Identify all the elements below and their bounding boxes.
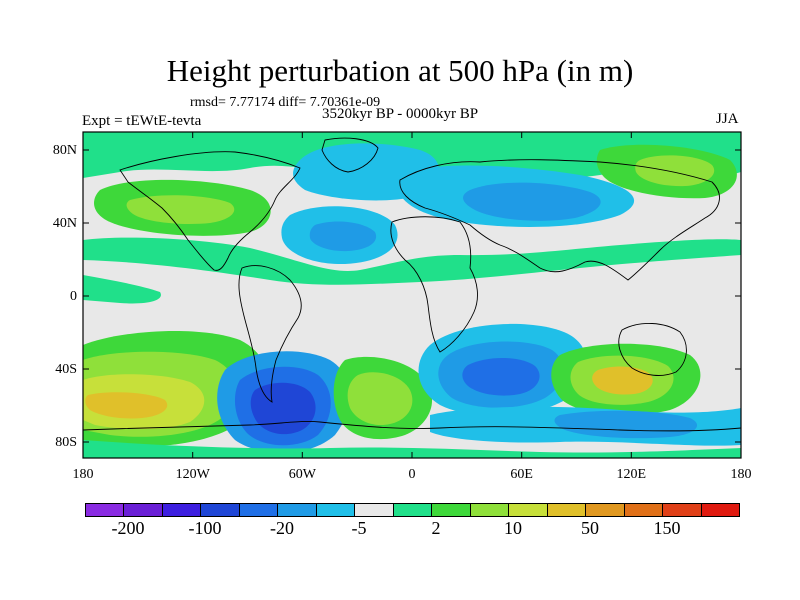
lat-label-80n: 80N bbox=[52, 143, 77, 158]
lon-label-180w: 180 bbox=[72, 467, 94, 482]
colorbar-box bbox=[86, 504, 125, 516]
colorbar-label: 150 bbox=[653, 518, 681, 538]
colorbar-label: 2 bbox=[431, 518, 441, 538]
experiment-label: Expt = tEWtE-tevta bbox=[82, 113, 202, 129]
height-field bbox=[83, 132, 741, 458]
north-pacific-positive-core bbox=[635, 155, 715, 187]
colorbar-box bbox=[624, 504, 664, 516]
indian-ocean-negative-core bbox=[462, 357, 540, 396]
colorbar-label: -20 bbox=[270, 518, 294, 538]
coastlines bbox=[83, 137, 741, 432]
colorbar-box bbox=[278, 504, 317, 516]
north-atlantic-low-core bbox=[309, 221, 377, 252]
lon-label-60w: 60W bbox=[288, 467, 316, 482]
south-america-negative-core bbox=[250, 382, 316, 435]
colorbar-box bbox=[162, 504, 202, 516]
north-america-coast bbox=[119, 151, 301, 271]
colorbar-box bbox=[586, 504, 625, 516]
season-label: JJA bbox=[716, 111, 739, 127]
north-america-positive-core bbox=[126, 195, 235, 224]
colorbar bbox=[85, 503, 740, 517]
australia-positive-core bbox=[592, 366, 653, 395]
figure-title: Height perturbation at 500 hPa (in m) bbox=[166, 53, 634, 88]
colorbar-box bbox=[547, 504, 587, 516]
south-pacific-positive-peak bbox=[85, 392, 168, 419]
period-label: 3520kyr BP - 0000kyr BP bbox=[322, 106, 479, 122]
lon-label-120w: 120W bbox=[175, 467, 210, 482]
colorbar-box bbox=[470, 504, 510, 516]
colorbar-box bbox=[663, 504, 702, 516]
lon-label-0: 0 bbox=[408, 467, 416, 482]
tropical-pacific-positive bbox=[83, 275, 161, 304]
south-america-coast bbox=[238, 265, 302, 403]
antarctic-positive bbox=[83, 440, 741, 458]
colorbar-box bbox=[432, 504, 471, 516]
south-atlantic-positive-core bbox=[347, 372, 413, 426]
lat-label-0: 0 bbox=[70, 289, 77, 304]
colorbar-label: -5 bbox=[351, 518, 367, 538]
africa-coast bbox=[390, 216, 478, 353]
lon-label-60e: 60E bbox=[510, 467, 533, 482]
colorbar-box bbox=[316, 504, 356, 516]
colorbar-box bbox=[201, 504, 240, 516]
eurasia-negative-core bbox=[463, 182, 601, 221]
colorbar-box bbox=[355, 504, 394, 516]
lon-label-180e: 180 bbox=[730, 467, 752, 482]
colorbar-label: 50 bbox=[581, 518, 599, 538]
colorbar-box bbox=[701, 504, 739, 516]
greenland-coast bbox=[321, 137, 379, 173]
eurasia-coast bbox=[399, 159, 720, 281]
colorbar-box bbox=[509, 504, 548, 516]
stats-line: rmsd= 7.77174 diff= 7.70361e-09 bbox=[190, 95, 381, 110]
colorbar-box bbox=[239, 504, 279, 516]
lon-label-120e: 120E bbox=[616, 467, 647, 482]
colorbar-label: 10 bbox=[504, 518, 522, 538]
colorbar-box bbox=[393, 504, 433, 516]
antarctica-coast bbox=[83, 421, 741, 432]
australia-coast bbox=[618, 323, 687, 376]
colorbar-label: -100 bbox=[188, 518, 222, 538]
colorbar-box bbox=[124, 504, 163, 516]
subtropical-positive-band bbox=[83, 237, 741, 285]
lat-label-40s: 40S bbox=[55, 362, 77, 377]
colorbar-label: -200 bbox=[111, 518, 145, 538]
lat-label-40n: 40N bbox=[52, 216, 77, 231]
lat-label-80s: 80S bbox=[55, 435, 77, 450]
axis-ticks bbox=[82, 132, 742, 458]
